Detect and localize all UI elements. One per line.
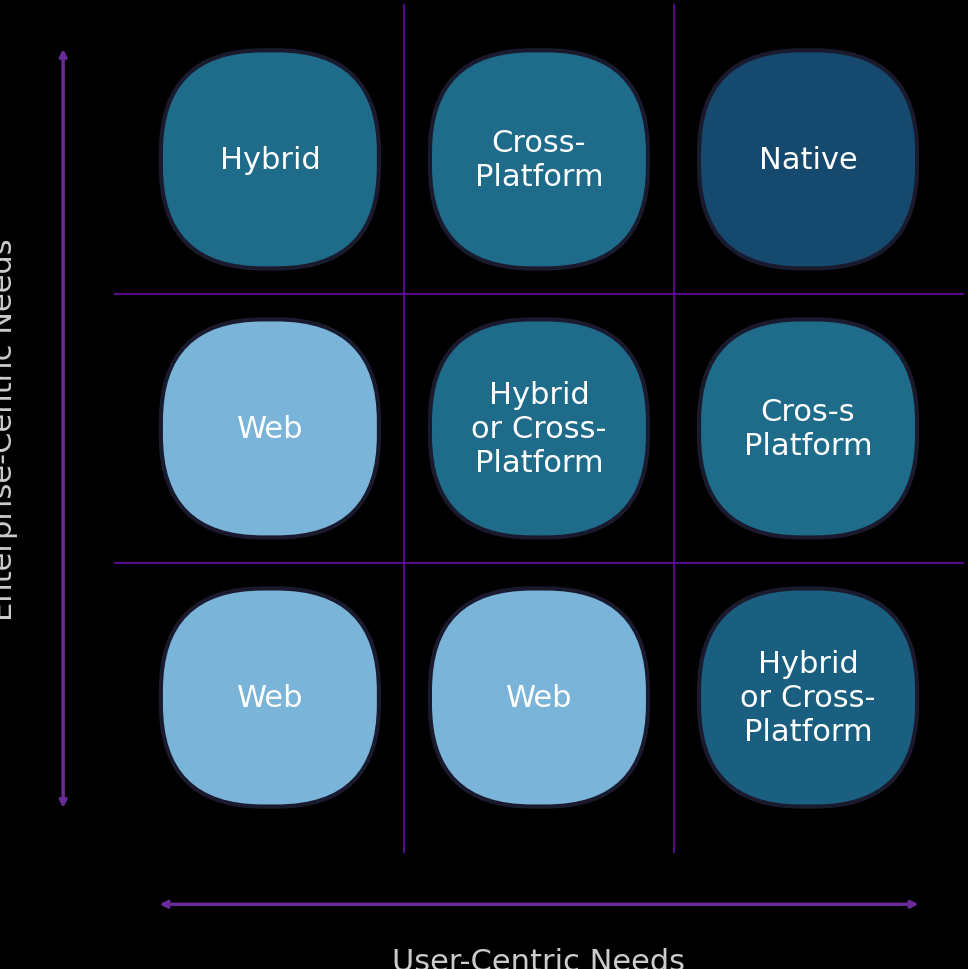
Text: Web: Web	[505, 683, 572, 712]
FancyBboxPatch shape	[161, 320, 378, 538]
Text: Hybrid
or Cross-
Platform: Hybrid or Cross- Platform	[741, 650, 876, 746]
Text: Native: Native	[759, 145, 858, 174]
FancyBboxPatch shape	[699, 51, 917, 269]
Text: Web: Web	[236, 683, 303, 712]
Text: Hybrid: Hybrid	[220, 145, 320, 174]
Text: Web: Web	[236, 415, 303, 444]
FancyBboxPatch shape	[699, 320, 917, 538]
FancyBboxPatch shape	[430, 589, 648, 807]
Text: Enterprise-Centric Needs: Enterprise-Centric Needs	[0, 237, 18, 620]
FancyBboxPatch shape	[430, 320, 648, 538]
Text: Hybrid
or Cross-
Platform: Hybrid or Cross- Platform	[471, 381, 607, 477]
FancyBboxPatch shape	[699, 589, 917, 807]
Text: User-Centric Needs: User-Centric Needs	[392, 947, 685, 969]
FancyBboxPatch shape	[430, 51, 648, 269]
Text: Cros-s
Platform: Cros-s Platform	[743, 397, 872, 460]
Text: Cross-
Platform: Cross- Platform	[474, 129, 603, 192]
FancyBboxPatch shape	[161, 51, 378, 269]
FancyBboxPatch shape	[161, 589, 378, 807]
